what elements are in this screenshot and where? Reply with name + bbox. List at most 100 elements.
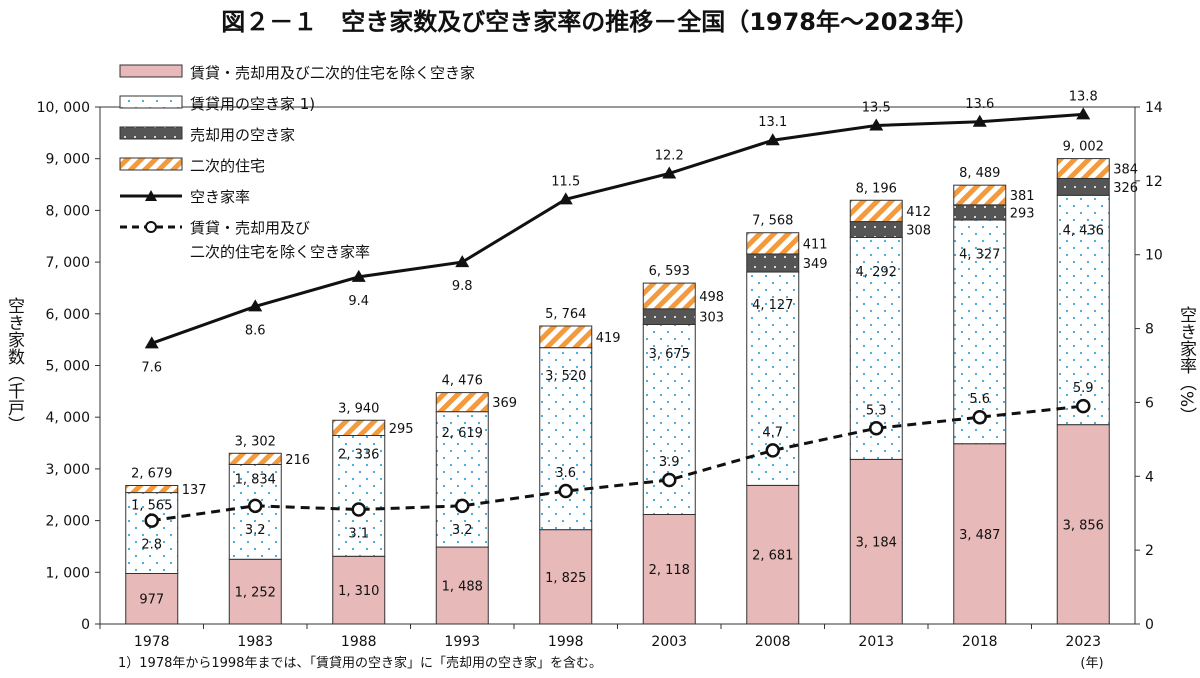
bar-segment — [642, 282, 696, 310]
rate-value-label: 13.1 — [758, 115, 787, 130]
y-tick-label: 0 — [81, 617, 90, 633]
rate-value-label: 9.8 — [452, 279, 473, 294]
rate-value-label: 3.1 — [348, 527, 369, 542]
bar-segment — [1056, 177, 1110, 196]
bar-segment — [953, 204, 1007, 221]
triangle-marker — [351, 269, 366, 282]
y2-tick-label: 10 — [1145, 248, 1163, 264]
bar-value-label: 326 — [1113, 181, 1138, 196]
rate-value-label: 7.6 — [141, 360, 162, 375]
bar-value-label: 1, 488 — [442, 580, 483, 595]
bar-value-label: 411 — [803, 237, 828, 252]
bar-value-label: 1, 310 — [338, 584, 379, 599]
y2-tick-label: 12 — [1145, 174, 1163, 190]
triangle-marker — [144, 336, 159, 349]
x-tick-label: 1978 — [134, 634, 170, 650]
bar-segment — [642, 308, 696, 326]
bar-value-label: 3, 184 — [856, 536, 897, 551]
rate-value-label: 9.4 — [348, 294, 369, 309]
bar-segment — [539, 347, 593, 531]
circle-marker — [765, 443, 780, 458]
bar-total-label: 8, 489 — [959, 166, 1000, 181]
bar-value-label: 216 — [285, 453, 310, 468]
bar-value-label: 381 — [1010, 189, 1035, 204]
bar-segment — [953, 219, 1007, 445]
circle-marker — [558, 483, 573, 499]
bar-segment — [332, 419, 386, 437]
bar-value-label: 293 — [1010, 206, 1035, 221]
bar-total-label: 3, 302 — [235, 434, 276, 449]
bar-value-label: 1, 825 — [545, 571, 586, 586]
y2-tick-label: 14 — [1145, 100, 1163, 116]
bar-value-label: 369 — [492, 396, 517, 411]
rate-value-label: 2.8 — [141, 538, 162, 553]
legend-triangle-marker — [145, 190, 157, 201]
bar-value-label: 412 — [906, 205, 931, 220]
bar-segment — [125, 572, 179, 625]
bar-value-label: 295 — [389, 422, 414, 437]
circle-marker — [144, 513, 159, 528]
rate-value-label: 3.2 — [245, 523, 266, 538]
legend-swatch — [119, 126, 183, 140]
bar-value-label: 308 — [906, 224, 931, 239]
bar-segment — [435, 411, 489, 548]
y-tick-label: 4, 000 — [45, 410, 90, 426]
triangle-marker — [869, 118, 884, 131]
bar-segment — [539, 529, 593, 625]
y-tick-label: 5, 000 — [45, 359, 90, 375]
y2-tick-label: 6 — [1145, 395, 1154, 411]
rate-value-label: 13.8 — [1069, 89, 1098, 104]
legend-label: 売却用の空き家 — [190, 126, 295, 144]
rate-value-label: 5.9 — [1073, 381, 1094, 396]
legend-circle-marker — [145, 221, 157, 233]
rate-value-label: 4.7 — [762, 425, 783, 440]
triangle-marker — [765, 133, 780, 146]
y2-axis-label: 空き家率（%） — [1176, 306, 1197, 424]
bar-value-label: 2, 118 — [649, 563, 690, 578]
bar-value-label: 1, 834 — [235, 473, 276, 488]
rate-value-label: 12.2 — [655, 148, 684, 163]
y-tick-label: 8, 000 — [45, 203, 90, 219]
triangle-marker — [455, 255, 470, 268]
bar-segment — [953, 184, 1007, 206]
bar-value-label: 3, 856 — [1063, 518, 1104, 533]
bar-segment — [746, 484, 800, 625]
y2-tick-label: 4 — [1145, 469, 1154, 485]
rate-value-label: 8.6 — [245, 323, 266, 338]
bar-segment — [746, 253, 800, 273]
triangle-marker — [558, 192, 573, 205]
bar-value-label: 3, 675 — [649, 347, 690, 362]
bar-total-label: 4, 476 — [442, 374, 483, 389]
bar-segment — [1056, 158, 1110, 179]
y-tick-label: 3, 000 — [45, 462, 90, 478]
bar-value-label: 2, 681 — [752, 549, 793, 564]
bar-value-label: 4, 436 — [1063, 224, 1104, 239]
bar-segment — [1056, 194, 1110, 426]
bar-value-label: 137 — [182, 483, 207, 498]
bar-segment — [332, 555, 386, 625]
bar-segment — [228, 452, 282, 465]
x-tick-label: 2008 — [755, 634, 791, 650]
bar-value-label: 384 — [1113, 163, 1138, 178]
y2-tick-label: 8 — [1145, 322, 1154, 338]
bar-value-label: 498 — [699, 290, 724, 305]
bar-segment — [332, 435, 386, 557]
circle-marker — [248, 498, 263, 514]
y-tick-label: 2, 000 — [45, 514, 90, 530]
legend-label: 賃貸・売却用及び二次的住宅を除く空き家 — [190, 64, 475, 82]
bar-total-label: 6, 593 — [649, 264, 690, 279]
x-tick-label: 2013 — [858, 634, 894, 650]
bar-value-label: 977 — [139, 593, 164, 608]
bar-value-label: 3, 520 — [545, 369, 586, 384]
bar-segment — [228, 558, 282, 625]
bar-value-label: 2, 619 — [442, 426, 483, 441]
rate-value-label: 5.6 — [969, 392, 990, 407]
bar-segment — [125, 492, 179, 574]
y-tick-label: 6, 000 — [45, 307, 90, 323]
y-axis-label: 空き家数（千戸） — [4, 297, 25, 433]
bar-segment — [435, 392, 489, 413]
chart-title: 図２－１ 空き家数及び空き家率の推移－全国（1978年～2023年） — [221, 8, 979, 36]
bar-value-label: 2, 336 — [338, 448, 379, 463]
y-tick-label: 9, 000 — [45, 152, 90, 168]
